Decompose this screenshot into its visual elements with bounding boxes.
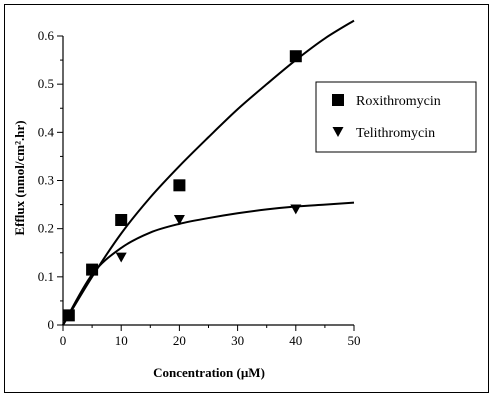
legend-marker-telithromycin (332, 127, 344, 137)
fit-curves (62, 19, 355, 326)
telithromycin-point (63, 310, 75, 321)
fit-curve-roxithromycin (62, 19, 355, 326)
y-tick-label: 0.4 (38, 124, 55, 139)
y-ticks: 0 0.1 0.2 0.3 0.4 0.5 0.6 (38, 28, 63, 332)
y-tick-label: 0.1 (38, 269, 54, 284)
data-markers (62, 50, 302, 322)
telithromycin-point (86, 264, 98, 275)
roxithromycin-point (173, 179, 186, 192)
x-tick-label: 30 (231, 333, 244, 348)
fit-curve-telithromycin (62, 201, 355, 326)
y-tick-label: 0 (48, 317, 55, 332)
x-ticks: 0 10 20 30 40 50 (60, 325, 361, 348)
x-axis-title: Concentration (µM) (153, 365, 265, 380)
legend-marker-roxithromycin (332, 94, 344, 106)
legend-label-roxithromycin: Roxithromycin (356, 94, 441, 109)
x-tick-label: 40 (289, 333, 302, 348)
legend-label-telithromycin: Telithromycin (356, 126, 435, 141)
y-axis-title: Efflux (nmol/cm².hr) (12, 120, 27, 235)
roxithromycin-point (289, 50, 302, 63)
roxithromycin-point (115, 213, 128, 226)
x-tick-label: 20 (173, 333, 186, 348)
y-tick-label: 0.2 (38, 221, 54, 236)
y-tick-label: 0.6 (38, 28, 55, 43)
telithromycin-point (173, 215, 185, 225)
y-tick-label: 0.3 (38, 173, 54, 188)
legend-box (315, 81, 477, 153)
x-tick-label: 50 (348, 333, 361, 348)
x-tick-label: 0 (60, 333, 67, 348)
chart-frame (4, 4, 489, 393)
telithromycin-point (290, 204, 302, 215)
x-tick-label: 10 (115, 333, 128, 348)
y-tick-label: 0.5 (38, 76, 54, 91)
telithromycin-point (115, 252, 127, 263)
axes (62, 36, 354, 326)
legend: Roxithromycin Telithromycin (315, 81, 477, 153)
